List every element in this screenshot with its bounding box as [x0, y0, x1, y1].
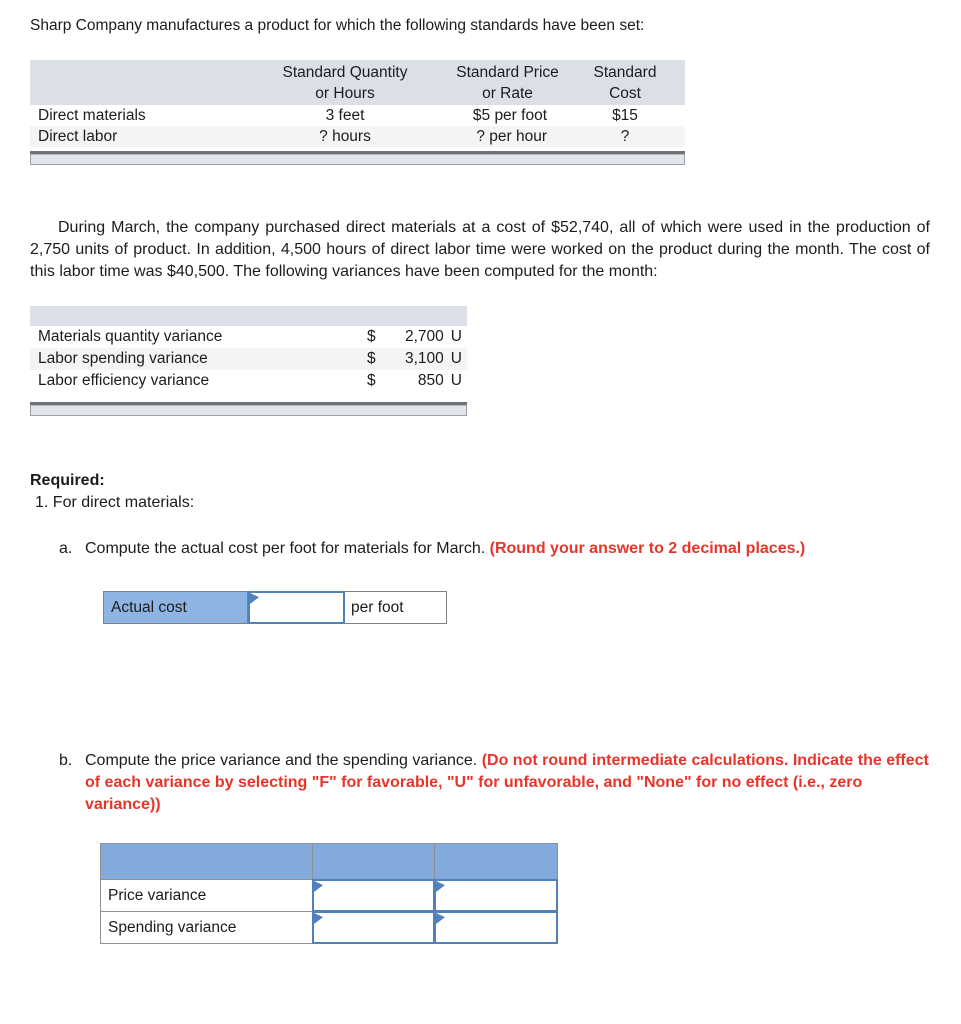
- actual-cost-label: Actual cost: [103, 591, 248, 624]
- horizontal-scrollbar[interactable]: [30, 151, 685, 165]
- currency-sign: $: [367, 372, 376, 389]
- cost-value: $15: [612, 107, 638, 124]
- answer-flag-icon: [314, 881, 323, 892]
- price-value: $5 per foot: [472, 107, 547, 124]
- table-row: Price variance: [100, 879, 560, 912]
- part-b-text: Compute the price variance and the spend…: [85, 750, 930, 816]
- variances-table: Materials quantity variance $ 2,700 U La…: [30, 306, 467, 392]
- quantity-value: 3 feet: [325, 107, 365, 124]
- table-row: Direct labor ? hours ? per hour ?: [30, 126, 685, 147]
- answer-flag-icon: [436, 881, 445, 892]
- header-blank-cell: [100, 843, 313, 880]
- standards-table: Standard Quantity or Hours Standard Pric…: [30, 60, 685, 147]
- variance-value: $ 850 U: [367, 372, 467, 390]
- effect-letter: U: [450, 372, 462, 389]
- table-row: Labor spending variance $ 3,100 U: [30, 348, 467, 370]
- problem-statement: Sharp Company manufactures a product for…: [30, 17, 645, 34]
- horizontal-scrollbar[interactable]: [30, 402, 467, 416]
- part-b-rounding-note: (Do not round intermediate calculations.…: [85, 752, 929, 813]
- header-standard-price: Standard Price or Rate: [450, 60, 565, 105]
- part-a-text: Compute the actual cost per foot for mat…: [85, 538, 805, 560]
- part-a-instruction: Compute the actual cost per foot for mat…: [85, 540, 486, 557]
- header-standard-quantity: Standard Quantity or Hours: [240, 60, 450, 105]
- row-label: Direct materials: [38, 107, 146, 124]
- part-b-instruction: Compute the price variance and the spend…: [85, 752, 478, 769]
- header-standard-cost: Standard Cost: [565, 60, 685, 105]
- quantity-value: ? hours: [319, 128, 371, 145]
- variances-table-header: [30, 306, 467, 326]
- spending-variance-effect-input[interactable]: [436, 913, 556, 942]
- table-row: Direct materials 3 feet $5 per foot $15: [30, 105, 685, 126]
- cost-value: ?: [620, 128, 630, 145]
- price-variance-label: Price variance: [100, 879, 313, 912]
- requirement-part-a: a. Compute the actual cost per foot for …: [59, 538, 961, 560]
- amount: 2,700: [405, 328, 444, 345]
- actual-cost-unit-label: per foot: [345, 591, 447, 624]
- price-variance-effect-cell[interactable]: [434, 879, 558, 912]
- variance-label: Labor efficiency variance: [38, 372, 210, 389]
- variance-value: $ 2,700 U: [367, 328, 467, 346]
- actual-cost-input[interactable]: [250, 593, 343, 622]
- amount: 3,100: [405, 350, 444, 367]
- part-b-marker: b.: [59, 752, 73, 769]
- part-a-rounding-note: (Round your answer to 2 decimal places.): [489, 540, 806, 557]
- header-blank-cell: [312, 843, 435, 880]
- spending-variance-effect-cell[interactable]: [434, 911, 558, 944]
- actual-cost-answer-row: Actual cost per foot: [103, 591, 961, 624]
- scrollbar-thumb[interactable]: [30, 405, 467, 416]
- variance-label: Materials quantity variance: [38, 328, 223, 345]
- variance-answer-table: Price variance Spending variance: [100, 843, 560, 944]
- effect-letter: U: [450, 328, 462, 345]
- header-blank-cell: [434, 843, 558, 880]
- part-a-marker: a.: [59, 540, 73, 557]
- price-variance-value-cell[interactable]: [312, 879, 435, 912]
- actual-cost-input-cell[interactable]: [248, 591, 345, 624]
- spending-variance-input[interactable]: [314, 913, 433, 942]
- currency-sign: $: [367, 328, 376, 345]
- header-blank-cell: [30, 60, 240, 105]
- row-label: Direct labor: [38, 128, 118, 145]
- price-variance-effect-input[interactable]: [436, 881, 556, 910]
- table-row: Spending variance: [100, 911, 560, 944]
- table-row: Materials quantity variance $ 2,700 U: [30, 326, 467, 348]
- scrollbar-thumb[interactable]: [30, 154, 685, 165]
- price-variance-input[interactable]: [314, 881, 433, 910]
- problem-paragraph: During March, the company purchased dire…: [30, 219, 930, 280]
- spending-variance-value-cell[interactable]: [312, 911, 435, 944]
- price-value: ? per hour: [476, 128, 547, 145]
- required-item-1: 1. For direct materials:: [35, 494, 195, 511]
- amount: 850: [417, 372, 444, 389]
- answer-flag-icon: [436, 913, 445, 924]
- variance-label: Labor spending variance: [38, 350, 208, 367]
- requirement-part-b: b. Compute the price variance and the sp…: [59, 750, 961, 816]
- table-row: Labor efficiency variance $ 850 U: [30, 370, 467, 392]
- currency-sign: $: [367, 350, 376, 367]
- standards-table-header-row: Standard Quantity or Hours Standard Pric…: [30, 60, 685, 105]
- answer-table-header-row: [100, 843, 560, 880]
- required-heading: Required:: [30, 472, 105, 489]
- variance-value: $ 3,100 U: [367, 350, 467, 368]
- spending-variance-label: Spending variance: [100, 911, 313, 944]
- answer-flag-icon: [314, 913, 323, 924]
- answer-flag-icon: [250, 593, 259, 604]
- effect-letter: U: [450, 350, 462, 367]
